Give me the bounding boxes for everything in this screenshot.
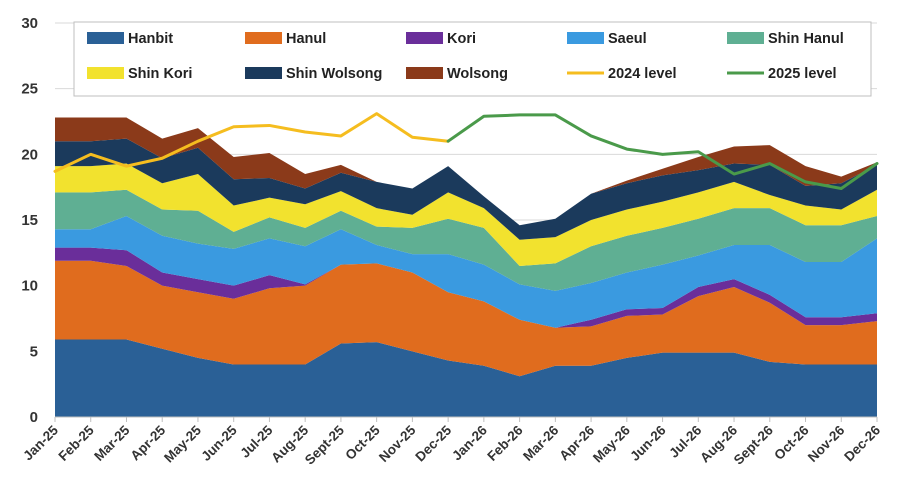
legend-label-shin-hanul: Shin Hanul [768, 31, 844, 47]
legend-label-2025-level: 2025 level [768, 66, 837, 82]
x-tick-label-jun-26: Jun-26 [627, 422, 669, 464]
x-tick-label-dec-26: Dec-26 [841, 422, 883, 464]
legend-label-wolsong: Wolsong [447, 66, 508, 82]
x-tick-label-jun-25: Jun-25 [198, 422, 240, 464]
legend-label-shin-wolsong: Shin Wolsong [286, 66, 382, 82]
y-tick-label-30: 30 [21, 15, 38, 32]
x-tick-label-jan-25: Jan-25 [20, 422, 61, 463]
legend-label-hanbit: Hanbit [128, 31, 173, 47]
x-tick-label-may-26: May-26 [590, 422, 633, 465]
area-shin-hanul [55, 189, 877, 291]
area-saeul [55, 216, 877, 328]
x-tick-label-may-25: May-25 [161, 422, 204, 465]
x-tick-label-dec-25: Dec-25 [412, 422, 454, 464]
area-hanul [55, 260, 877, 377]
x-tick-label-jan-26: Jan-26 [449, 422, 490, 463]
legend-swatch-wolsong [406, 67, 443, 79]
legend-swatch-hanbit [87, 32, 124, 44]
x-tick-label-feb-26: Feb-26 [484, 422, 526, 464]
legend-swatch-shin-wolsong [245, 67, 282, 79]
x-tick-label-mar-25: Mar-25 [91, 422, 133, 464]
line-2025-level [446, 113, 879, 190]
line-2024-level [53, 112, 450, 173]
y-tick-label-5: 5 [30, 343, 38, 360]
legend-label-shin-kori: Shin Kori [128, 66, 192, 82]
y-tick-label-0: 0 [30, 409, 38, 426]
x-tick-label-mar-26: Mar-26 [520, 422, 562, 464]
x-tick-label-nov-26: Nov-26 [805, 422, 848, 465]
x-tick-label-feb-25: Feb-25 [55, 422, 97, 464]
x-tick-label-sept-26: Sept-26 [731, 422, 776, 467]
y-tick-label-25: 25 [21, 81, 38, 98]
legend-swatch-kori [406, 32, 443, 44]
y-tick-label-10: 10 [21, 278, 38, 295]
legend: Hanbit Hanul Kori Saeul Shin Hanul Shin Kori S… [73, 21, 872, 97]
legend-label-2024-level: 2024 level [608, 66, 677, 82]
legend-label-kori: Kori [447, 31, 476, 47]
y-tick-label-20: 20 [21, 146, 38, 163]
y-tick-label-15: 15 [21, 212, 38, 229]
legend-label-hanul: Hanul [286, 31, 326, 47]
legend-swatch-shin-hanul [727, 32, 764, 44]
area-wolsong [55, 117, 877, 226]
area-kori [55, 247, 877, 328]
legend-label-saeul: Saeul [608, 31, 647, 47]
x-tick-label-sept-25: Sept-25 [302, 422, 347, 467]
area-series-group [55, 117, 877, 417]
legend-swatch-shin-kori [87, 67, 124, 79]
area-shin-wolsong [55, 138, 877, 240]
level-lines-group [53, 112, 879, 190]
x-tick-label-nov-25: Nov-25 [376, 422, 419, 465]
area-shin-kori [55, 163, 877, 266]
x-tick-label-oct-26: Oct-26 [771, 422, 812, 463]
legend-swatch-saeul [567, 32, 604, 44]
legend-swatch-hanul [245, 32, 282, 44]
area-hanbit [55, 339, 877, 417]
x-tick-label-oct-25: Oct-25 [342, 422, 383, 463]
